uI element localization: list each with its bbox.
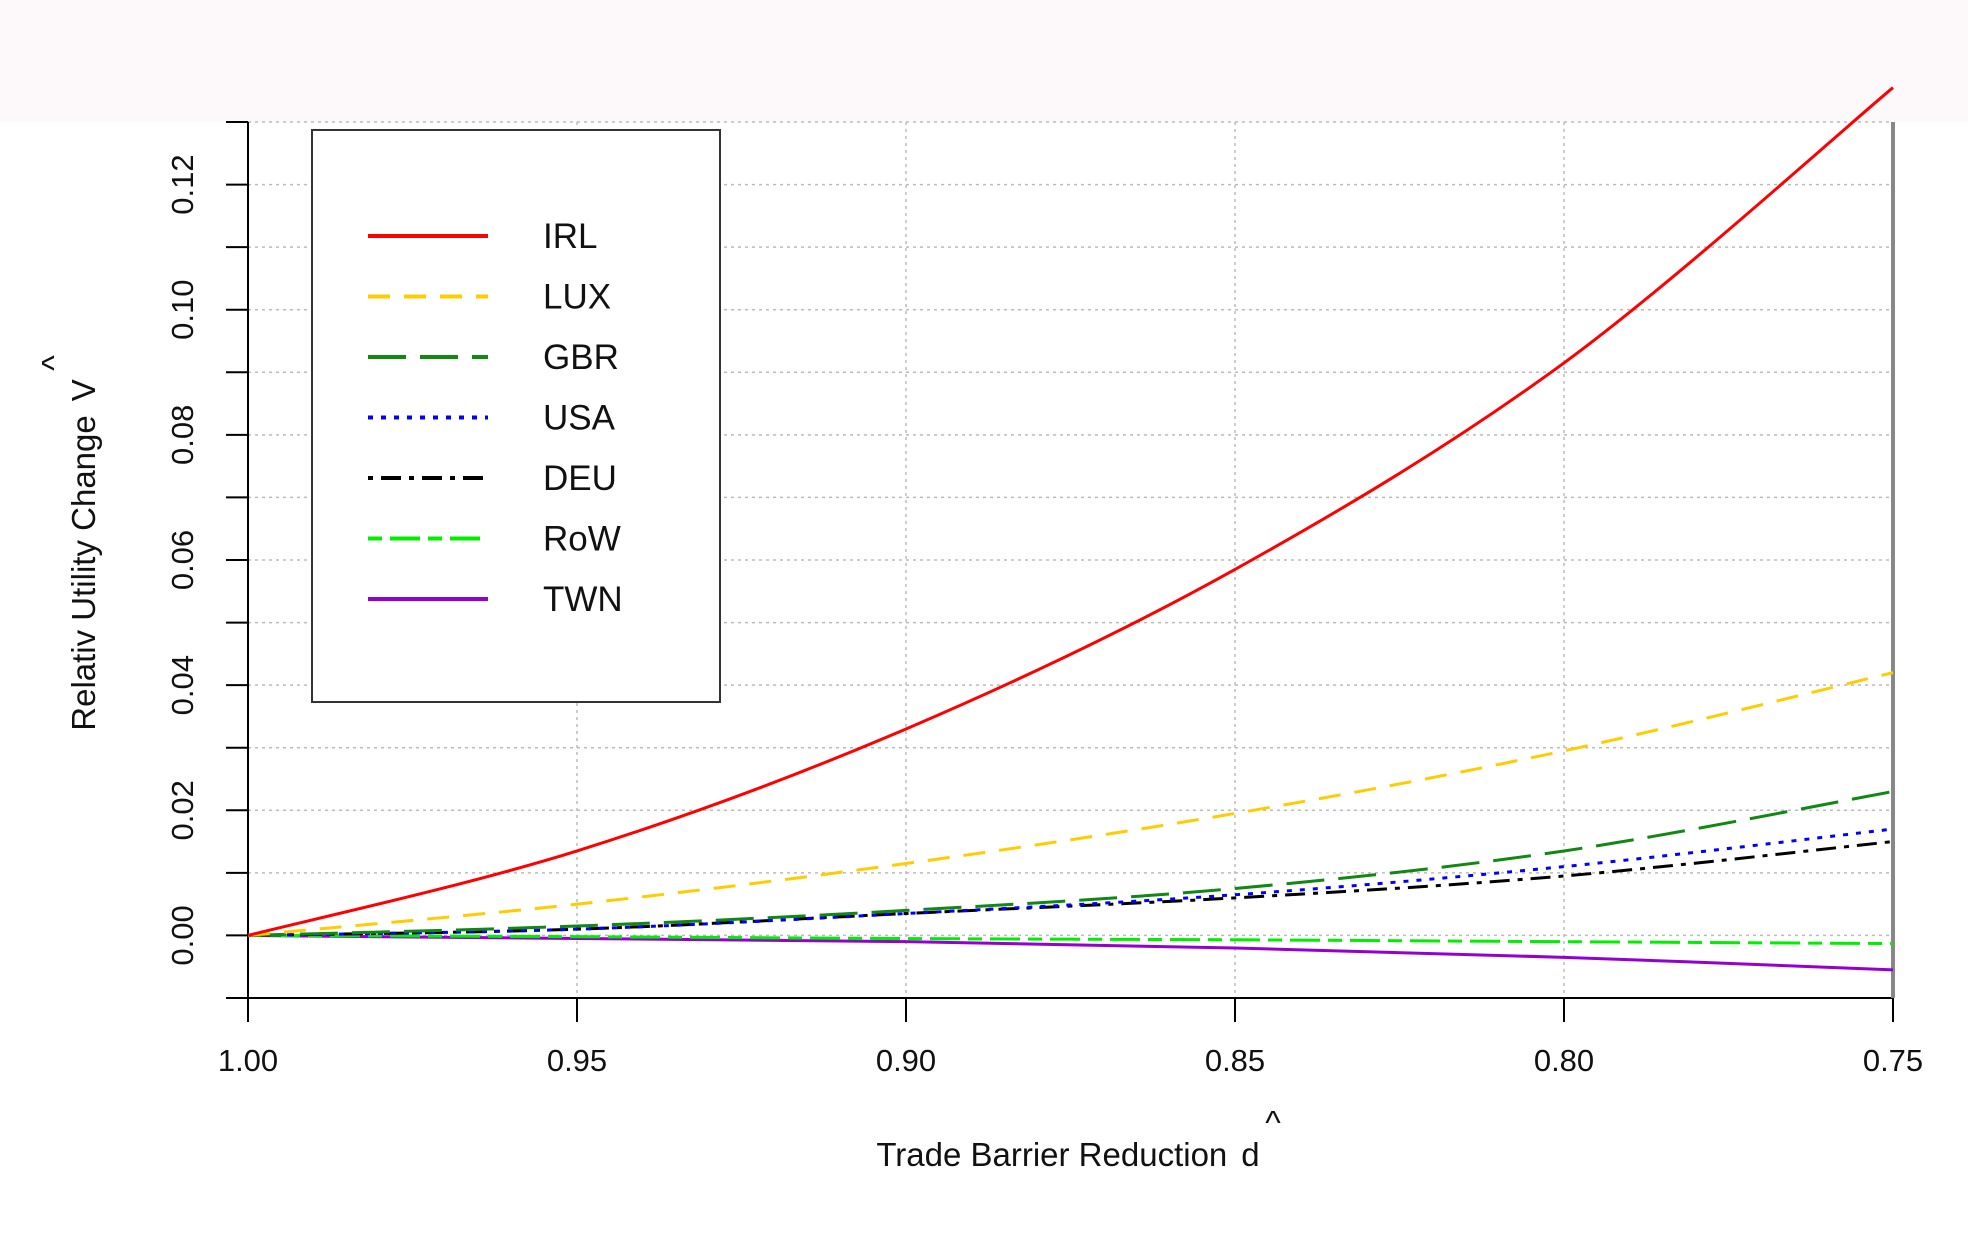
legend-label-gbr: GBR (543, 338, 619, 377)
y-axis-hat: ^ (35, 355, 72, 371)
series-line-usa (247, 827, 1894, 937)
legend-label-irl: IRL (543, 217, 597, 256)
x-tick-label-1: 0.95 (547, 1043, 607, 1078)
series-line-deu (247, 840, 1894, 937)
y-tick-label-5: 0.10 (165, 280, 200, 340)
x-tick-label-4: 0.80 (1534, 1043, 1594, 1078)
series-line-row (247, 933, 1894, 946)
x-tick-label-3: 0.85 (1205, 1043, 1265, 1078)
legend-label-deu: DEU (543, 459, 617, 498)
y-tick-label-1: 0.02 (165, 780, 200, 840)
x-axis-hat: ^ (1265, 1104, 1281, 1141)
series-line-irl (247, 86, 1894, 937)
top-band (0, 0, 1968, 122)
x-axis-title-text: Trade Barrier Reduction (876, 1136, 1227, 1173)
y-axis-title: Relativ Utility Change V (65, 379, 102, 730)
y-axis-symbol: V (65, 379, 102, 401)
y-tick-label-3: 0.06 (165, 530, 200, 590)
legend-label-twn: TWN (543, 580, 623, 619)
legend: IRL LUX GBR USA DEU RoW TWN (311, 129, 721, 703)
legend-box (311, 129, 721, 703)
series-line-lux (247, 671, 1894, 937)
legend-label-row: RoW (543, 520, 621, 559)
x-tick-label-5: 0.75 (1863, 1043, 1923, 1078)
y-tick-label-0: 0.00 (165, 905, 200, 965)
y-axis-title-group: Relativ Utility Change V ^ (35, 355, 102, 731)
y-tick-label-2: 0.04 (165, 655, 200, 715)
x-axis-symbol: d (1241, 1136, 1259, 1173)
x-tick-label-2: 0.90 (876, 1043, 936, 1078)
legend-label-lux: LUX (543, 278, 611, 317)
x-tick-label-0: 1.00 (218, 1043, 278, 1078)
series-line-twn (247, 933, 1894, 972)
series-layer (247, 86, 1894, 972)
series-line-gbr (247, 790, 1894, 937)
legend-label-usa: USA (543, 399, 616, 438)
x-axis-title: Trade Barrier Reduction d (876, 1136, 1259, 1173)
y-tick-label-4: 0.08 (165, 405, 200, 465)
y-tick-label-6: 0.12 (165, 154, 200, 214)
y-axis-title-text: Relativ Utility Change (65, 415, 102, 730)
axes: 0.00 0.02 0.04 0.06 0.08 0.10 0.12 1.00 0.95 0.90… (165, 121, 1923, 1078)
